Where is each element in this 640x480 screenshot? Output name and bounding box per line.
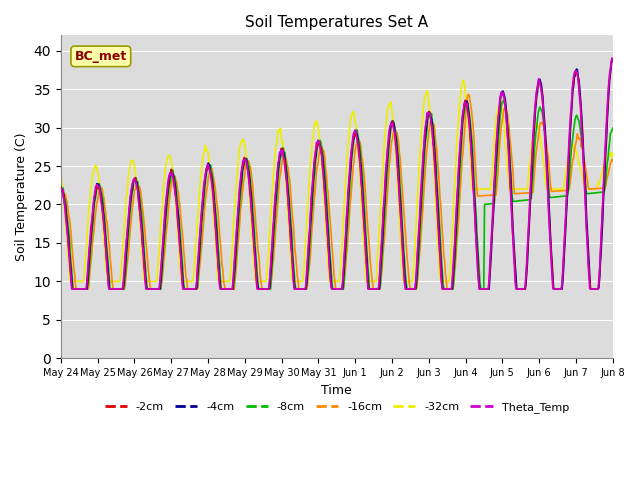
-32cm <box>404 278 412 284</box>
-16cm <box>57 195 65 201</box>
-16cm <box>421 176 429 181</box>
-32cm <box>125 173 132 179</box>
-2cm <box>421 133 429 139</box>
-2cm <box>404 286 412 292</box>
-32cm <box>180 278 188 284</box>
Line: -8cm: -8cm <box>61 100 612 289</box>
-16cm <box>210 175 218 181</box>
Theta_Temp <box>57 186 65 192</box>
-4cm <box>404 286 412 292</box>
Line: -4cm: -4cm <box>61 59 612 289</box>
-4cm <box>210 191 218 196</box>
-16cm <box>404 272 412 277</box>
-4cm <box>180 286 188 292</box>
-32cm <box>67 278 75 284</box>
-16cm <box>67 228 75 234</box>
-8cm <box>421 150 429 156</box>
Line: -16cm: -16cm <box>61 95 612 289</box>
Text: BC_met: BC_met <box>75 50 127 63</box>
Theta_Temp <box>210 200 218 206</box>
-4cm <box>421 142 429 148</box>
-8cm <box>69 286 77 292</box>
-8cm <box>609 125 616 131</box>
-4cm <box>68 286 76 292</box>
-16cm <box>125 251 132 257</box>
Theta_Temp <box>68 286 76 292</box>
-32cm <box>57 173 65 179</box>
-8cm <box>67 259 75 265</box>
-4cm <box>125 222 132 228</box>
-8cm <box>180 286 188 292</box>
-32cm <box>68 278 76 284</box>
-8cm <box>404 286 412 292</box>
Theta_Temp <box>67 276 75 281</box>
Theta_Temp <box>125 214 132 220</box>
Theta_Temp <box>180 286 188 292</box>
-2cm <box>125 218 132 224</box>
-8cm <box>57 188 65 194</box>
-16cm <box>465 92 472 97</box>
Line: Theta_Temp: Theta_Temp <box>61 59 612 289</box>
Line: -2cm: -2cm <box>61 58 612 289</box>
Y-axis label: Soil Temperature (C): Soil Temperature (C) <box>15 132 28 261</box>
-2cm <box>180 286 188 292</box>
-2cm <box>67 273 75 278</box>
-16cm <box>609 158 616 164</box>
-2cm <box>210 195 218 201</box>
Line: -32cm: -32cm <box>61 80 612 281</box>
-16cm <box>180 255 188 261</box>
-32cm <box>609 155 616 160</box>
-4cm <box>609 56 616 62</box>
-2cm <box>608 55 616 61</box>
Theta_Temp <box>609 56 616 62</box>
-32cm <box>459 77 467 83</box>
Title: Soil Temperatures Set A: Soil Temperatures Set A <box>245 15 428 30</box>
-2cm <box>57 183 65 189</box>
-4cm <box>57 184 65 190</box>
-8cm <box>125 231 132 237</box>
Theta_Temp <box>608 56 616 61</box>
-8cm <box>210 185 218 191</box>
-2cm <box>609 56 616 62</box>
Legend: -2cm, -4cm, -8cm, -16cm, -32cm, Theta_Temp: -2cm, -4cm, -8cm, -16cm, -32cm, Theta_Te… <box>100 397 573 417</box>
Theta_Temp <box>421 130 429 136</box>
Theta_Temp <box>404 286 412 292</box>
-16cm <box>72 286 80 292</box>
-8cm <box>500 97 508 103</box>
-32cm <box>210 214 218 219</box>
X-axis label: Time: Time <box>321 384 352 396</box>
-4cm <box>67 267 75 273</box>
-32cm <box>421 94 429 99</box>
-2cm <box>68 286 76 292</box>
